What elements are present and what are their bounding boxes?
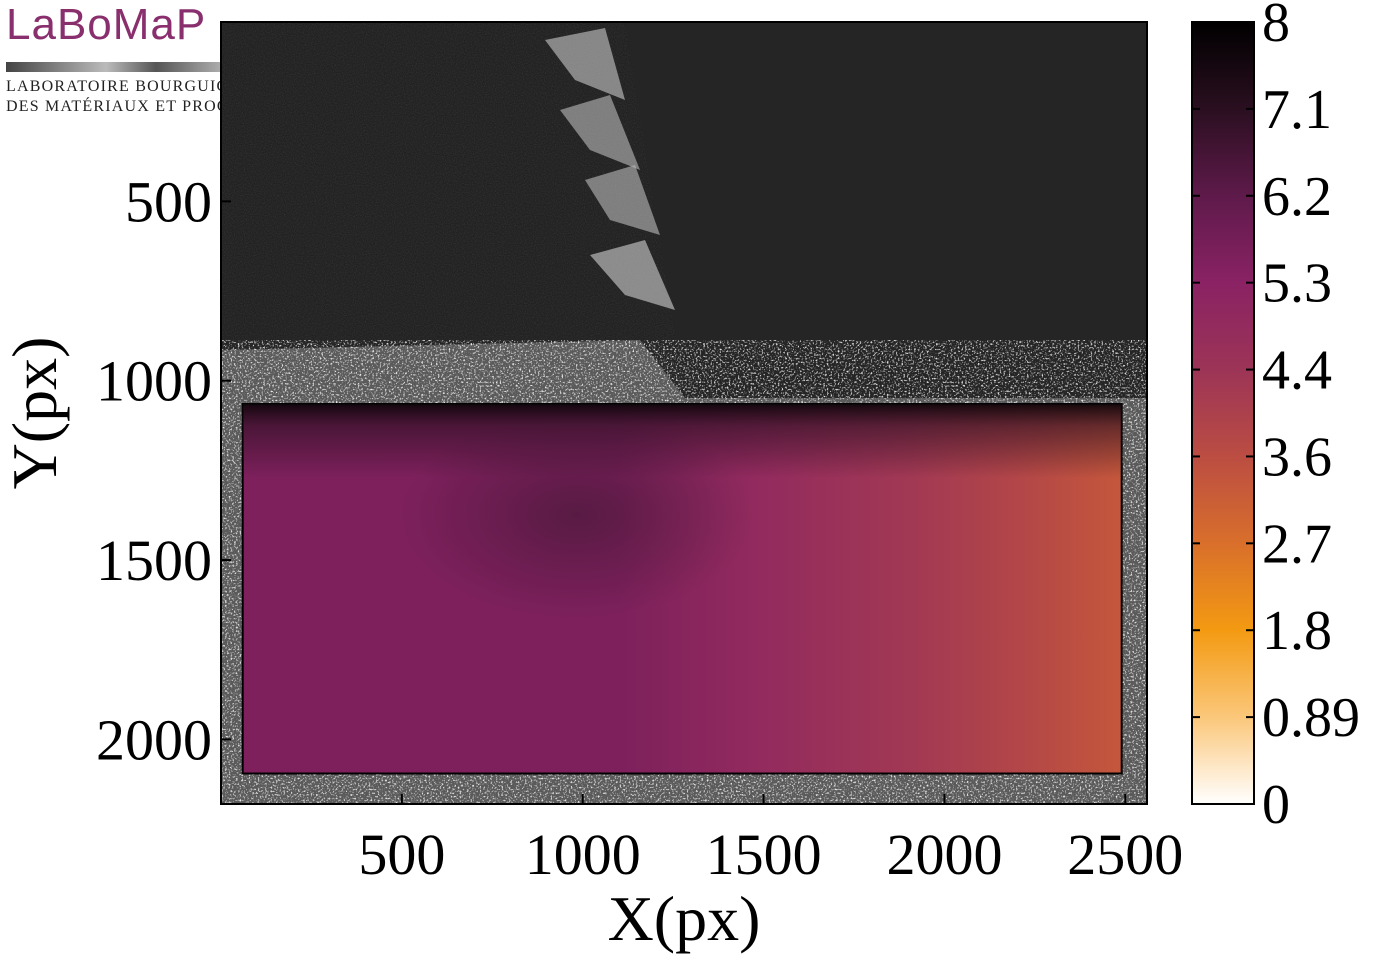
heatmap-field — [241, 403, 1123, 775]
colorbar-tick-label: 3.6 — [1262, 426, 1332, 488]
colorbar-tick-label: 2.7 — [1262, 513, 1332, 575]
y-axis-ticks: 500 1000 1500 2000 — [96, 169, 231, 772]
y-tick-label: 1500 — [96, 528, 212, 593]
colorbar-tick-label: 5.3 — [1262, 253, 1332, 315]
logo-underline-bar — [6, 62, 256, 72]
colorbar-tick-label: 1.8 — [1262, 600, 1332, 662]
x-tick-label: 2500 — [1067, 822, 1183, 887]
logo-subtitle-line1: Laboratoire Bourguignon — [6, 78, 268, 95]
colorbar-ticks: 8 7.1 6.2 5.3 4.4 3.6 2.7 1.8 0.89 0 — [1192, 0, 1360, 836]
plot-frame — [220, 21, 1148, 805]
colorbar-tick-label: 6.2 — [1262, 166, 1332, 228]
colorbar-gradient — [1191, 21, 1255, 805]
x-axis-title: X(px) — [608, 883, 761, 954]
y-tick-label: 2000 — [96, 707, 212, 772]
logo-subtitle-line2: des Matériaux et Procédés — [6, 98, 274, 115]
y-tick-label: 500 — [125, 169, 212, 234]
colorbar-tick-label: 0.89 — [1262, 687, 1360, 749]
colorbar: 8 7.1 6.2 5.3 4.4 3.6 2.7 1.8 0.89 0 — [1191, 0, 1360, 836]
y-axis-title: Y(px) — [0, 337, 70, 490]
colorbar-tick-label: 4.4 — [1262, 340, 1332, 402]
heatmap-dark-cluster — [400, 411, 753, 619]
logo-wordmark: LaBoMaP — [6, 0, 207, 49]
colorbar-tick-label: 8 — [1262, 0, 1290, 54]
x-axis-ticks: 500 1000 1500 2000 2500 — [358, 794, 1183, 887]
x-tick-label: 1500 — [706, 822, 822, 887]
x-tick-label: 1000 — [525, 822, 641, 887]
x-tick-label: 2000 — [886, 822, 1002, 887]
colorbar-tick-label: 0 — [1262, 774, 1290, 836]
y-tick-label: 1000 — [96, 349, 212, 414]
colorbar-tick-label: 7.1 — [1262, 79, 1332, 141]
x-tick-label: 500 — [358, 822, 445, 887]
